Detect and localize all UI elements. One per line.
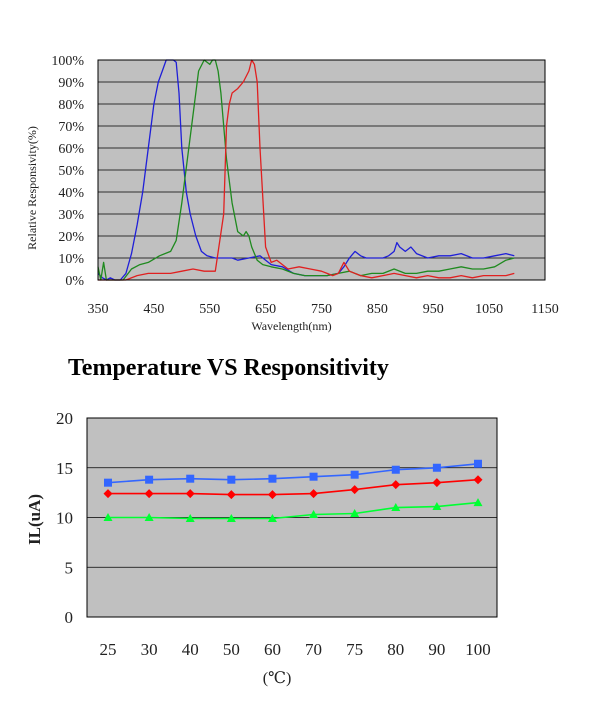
x-tick-label: 950 (423, 302, 444, 317)
series-line (108, 501, 479, 520)
data-point-diamond (350, 485, 360, 495)
data-point-triangle (391, 503, 401, 512)
x-tick-label: 850 (367, 302, 388, 317)
data-point-diamond (267, 490, 277, 500)
data-point-square (309, 472, 318, 481)
series-line (97, 59, 515, 281)
x-tick-label: 1150 (531, 302, 558, 317)
x-tick-label: 350 (88, 302, 109, 317)
data-point-triangle (309, 510, 319, 519)
x-tick-label: 70 (305, 640, 322, 659)
y-tick-label: 10% (58, 252, 84, 267)
y-axis-label: Relative Responsivity(%) (25, 126, 39, 250)
y-tick-label: 50% (58, 164, 84, 179)
x-tick-label: 650 (255, 302, 276, 317)
data-point-square (227, 475, 236, 484)
series-group (97, 59, 515, 281)
data-point-diamond (144, 489, 154, 499)
y-tick-label: 90% (58, 76, 84, 91)
plot-area-frame (97, 59, 546, 281)
x-tick-label: 90 (428, 640, 445, 659)
data-point-triangle (103, 513, 113, 521)
data-point-square (474, 459, 482, 468)
data-point-square (350, 470, 359, 479)
y-tick-labels: 0% 10% 20% 30% 40% 50% 60% 70% 80% 90% 100% (51, 54, 84, 289)
x-tick-label: 550 (199, 302, 220, 317)
series-group (103, 459, 483, 522)
y-tick-label: 30% (58, 208, 84, 223)
data-point-diamond (103, 489, 113, 499)
chart-title: Temperature VS Responsitivity (68, 355, 389, 381)
data-point-square (186, 474, 195, 483)
data-point-square (432, 463, 441, 472)
data-point-square (145, 475, 154, 484)
data-point-diamond (432, 478, 442, 488)
x-tick-label: 1050 (475, 302, 503, 317)
data-point-triangle (350, 509, 360, 518)
y-tick-label: 20 (56, 409, 73, 428)
plot-area-frame (86, 417, 498, 618)
x-tick-label: 80 (387, 640, 404, 659)
y-tick-label: 15 (56, 459, 73, 478)
x-tick-label: 100 (465, 640, 491, 659)
y-tick-label: 60% (58, 142, 84, 157)
y-tick-label: 0% (65, 274, 84, 289)
data-point-triangle (144, 513, 154, 521)
y-tick-labels: 0 5 10 15 20 (56, 409, 73, 627)
x-tick-label: 60 (264, 640, 281, 659)
data-point-diamond (391, 480, 401, 490)
y-tick-label: 80% (58, 98, 84, 113)
data-point-square (104, 478, 112, 487)
x-tick-labels: 350 450 550 650 750 850 950 1050 1150 (88, 302, 559, 317)
y-tick-label: 20% (58, 230, 84, 245)
data-point-square (268, 474, 277, 483)
series-line (107, 463, 479, 484)
series-line (97, 59, 515, 281)
x-axis-label: Wavelength(nm) (251, 319, 331, 333)
data-point-triangle (473, 498, 483, 507)
x-tick-label: 450 (143, 302, 164, 317)
y-tick-label: 0 (65, 608, 74, 627)
data-point-diamond (185, 489, 195, 499)
x-axis-label: (℃) (263, 670, 292, 687)
data-point-triangle (185, 513, 195, 522)
y-tick-label: 70% (58, 120, 84, 135)
series-line (108, 478, 479, 496)
data-point-triangle (226, 513, 236, 522)
data-point-triangle (432, 502, 442, 511)
y-axis-label: IL(uA) (25, 494, 44, 545)
y-tick-label: 10 (56, 509, 73, 528)
x-tick-label: 50 (223, 640, 240, 659)
x-tick-label: 25 (100, 640, 117, 659)
data-point-diamond (226, 490, 236, 500)
y-tick-label: 100% (51, 54, 84, 69)
x-tick-label: 750 (311, 302, 332, 317)
x-tick-label: 30 (141, 640, 158, 659)
x-tick-label: 40 (182, 640, 199, 659)
series-line (98, 59, 515, 281)
temperature-responsivity-chart: 0 5 10 15 20 25 30 40 50 60 70 75 80 90 100 (℃) IL(uA… (25, 409, 498, 687)
data-point-triangle (267, 513, 277, 522)
y-tick-label: 40% (58, 186, 84, 201)
x-tick-labels: 25 30 40 50 60 70 75 80 90 100 (100, 640, 491, 659)
data-point-diamond (309, 489, 319, 499)
x-tick-label: 75 (346, 640, 363, 659)
spectral-response-chart: 0% 10% 20% 30% 40% 50% 60% 70% 80% 90% 100% 350 450… (25, 54, 559, 333)
y-tick-label: 5 (65, 558, 74, 577)
data-point-diamond (473, 475, 483, 485)
data-point-square (391, 465, 400, 474)
